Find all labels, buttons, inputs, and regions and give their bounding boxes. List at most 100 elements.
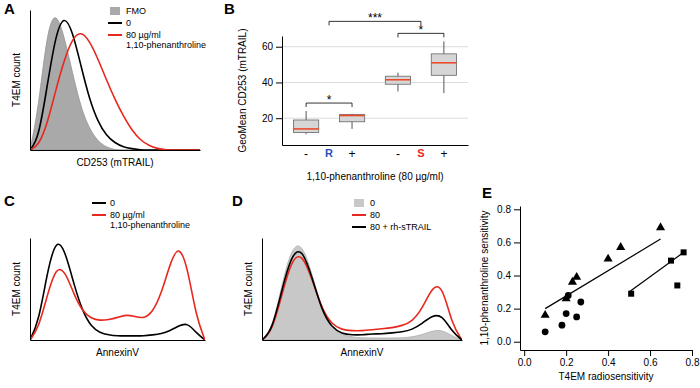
y-tick: 0.2 xyxy=(497,303,520,314)
figure: ACD253 (mTRAIL)T4EM countFMO080 µg/ml1,1… xyxy=(0,0,700,388)
legend-label: 80 µg/ml1,10-phenanthroline xyxy=(126,30,206,50)
panel: 0.00.20.40.60.80.00.20.40.60.8ET4EM radi… xyxy=(479,184,700,382)
box-body xyxy=(293,120,318,133)
x-tick: - xyxy=(304,147,308,161)
scatter-point xyxy=(572,272,581,280)
legend-swatch xyxy=(352,226,366,228)
fit-line xyxy=(629,252,684,292)
box xyxy=(431,41,456,93)
panel: 204060-+-+RS*****B1,10-phenanthroline (8… xyxy=(224,0,469,182)
legend-item: FMO xyxy=(110,6,146,16)
legend-label: FMO xyxy=(126,6,146,16)
x-tick-label: + xyxy=(440,147,447,161)
legend-label-line: 0 xyxy=(110,198,115,208)
x-tick-label: 0.6 xyxy=(644,357,658,368)
legend-swatch xyxy=(92,202,106,204)
plot-area xyxy=(30,244,205,340)
x-tick-label: + xyxy=(349,147,356,161)
legend-label-line: 0 xyxy=(370,198,375,208)
y-axis-title: T4EM count xyxy=(11,53,22,107)
legend: FMO 0 80 µg/ml1,10-phenanthroline xyxy=(108,6,206,50)
x-tick-mark xyxy=(650,350,651,356)
y-tick: 0.6 xyxy=(497,237,520,248)
plot-area xyxy=(293,41,456,134)
legend-swatch xyxy=(354,199,364,207)
significance: * xyxy=(306,93,352,107)
whisker-high xyxy=(306,111,307,120)
y-tick-label: 0.2 xyxy=(497,303,511,314)
x-tick-mark xyxy=(566,350,567,356)
y-tick-label: 0.6 xyxy=(497,237,511,248)
median-line xyxy=(431,62,456,64)
box xyxy=(293,111,318,134)
x-axis-line xyxy=(263,340,463,341)
legend-item: 0 xyxy=(92,198,115,208)
y-tick-label: 40 xyxy=(262,77,274,88)
x-tick-label: 0.0 xyxy=(518,357,532,368)
x-axis-title: CD253 (mTRAIL) xyxy=(76,157,153,168)
legend-item: 0 xyxy=(354,198,375,208)
y-axis-title: T4EM count xyxy=(243,262,254,316)
panel-label: C xyxy=(4,192,15,209)
whisker-low xyxy=(443,75,444,93)
grid-line xyxy=(282,118,468,119)
plot-area xyxy=(30,18,200,150)
x-tick-label: - xyxy=(396,147,400,161)
x-tick-mark xyxy=(692,350,693,356)
legend-swatch xyxy=(92,214,106,216)
legend-label-line: 80 µg/ml xyxy=(126,30,161,40)
legend-item: 80 xyxy=(352,210,380,220)
scatter-point xyxy=(541,310,550,318)
area-series xyxy=(30,18,200,150)
y-tick-mark xyxy=(514,242,520,243)
y-tick-mark xyxy=(276,118,282,119)
legend-item: 0 xyxy=(108,18,131,28)
legend-label-line: 80 µg/ml xyxy=(110,210,145,220)
panel: A CD253 (mTRAIL) T4EM count FMO 0 80 µg/ml1,1… xyxy=(4,0,206,168)
panel-label: A xyxy=(4,0,15,17)
box xyxy=(385,73,410,92)
y-axis-title: 1,10-phenanthroline sensitivity xyxy=(479,210,490,345)
x-tick: 0.0 xyxy=(518,350,532,368)
significance-label: *** xyxy=(368,11,382,25)
y-tick-label: 60 xyxy=(262,41,274,52)
box-body xyxy=(385,76,410,84)
box xyxy=(339,114,364,129)
x-tick: 0.6 xyxy=(644,350,658,368)
legend-label-line: 80 xyxy=(370,210,380,220)
y-axis xyxy=(30,11,31,151)
panel-label: E xyxy=(482,184,492,201)
panel: DAnnexinVT4EM count08080 + rh-sTRAIL xyxy=(232,192,463,358)
y-tick-label: 20 xyxy=(262,113,274,124)
median-line xyxy=(385,79,410,81)
legend-swatch xyxy=(108,22,122,24)
y-axis xyxy=(262,239,263,341)
scatter-point xyxy=(656,222,665,230)
legend-label-line: 1,10-phenanthroline xyxy=(126,40,206,50)
legend-label-line: 1,10-phenanthroline xyxy=(110,220,190,230)
grid-line xyxy=(282,46,468,47)
legend-swatch xyxy=(108,34,122,36)
legend-item: 80 µg/ml1,10-phenanthroline xyxy=(92,210,190,230)
plot-area xyxy=(262,246,462,340)
y-tick-label: 0.0 xyxy=(497,336,511,347)
y-axis-line xyxy=(520,207,521,351)
x-axis xyxy=(263,340,463,341)
legend: 08080 + rh-sTRAIL xyxy=(352,198,431,232)
panel-label: D xyxy=(232,192,243,209)
x-axis-title: 1,10-phenanthroline (80 µg/ml) xyxy=(307,171,444,182)
box-body xyxy=(339,115,364,122)
whisker-low xyxy=(352,122,353,129)
scatter-point xyxy=(559,322,566,329)
x-tick-mark xyxy=(608,350,609,356)
y-tick: 0.8 xyxy=(497,204,520,215)
group-label: R xyxy=(325,147,333,159)
scatter-point xyxy=(563,310,570,317)
line-series xyxy=(262,257,462,340)
y-axis-line xyxy=(30,239,31,341)
x-tick-label: 0.8 xyxy=(686,357,700,368)
y-tick: 20 xyxy=(262,113,282,124)
y-tick-mark xyxy=(276,82,282,83)
significance-label: * xyxy=(327,93,332,107)
legend-label: 0 xyxy=(126,18,131,28)
